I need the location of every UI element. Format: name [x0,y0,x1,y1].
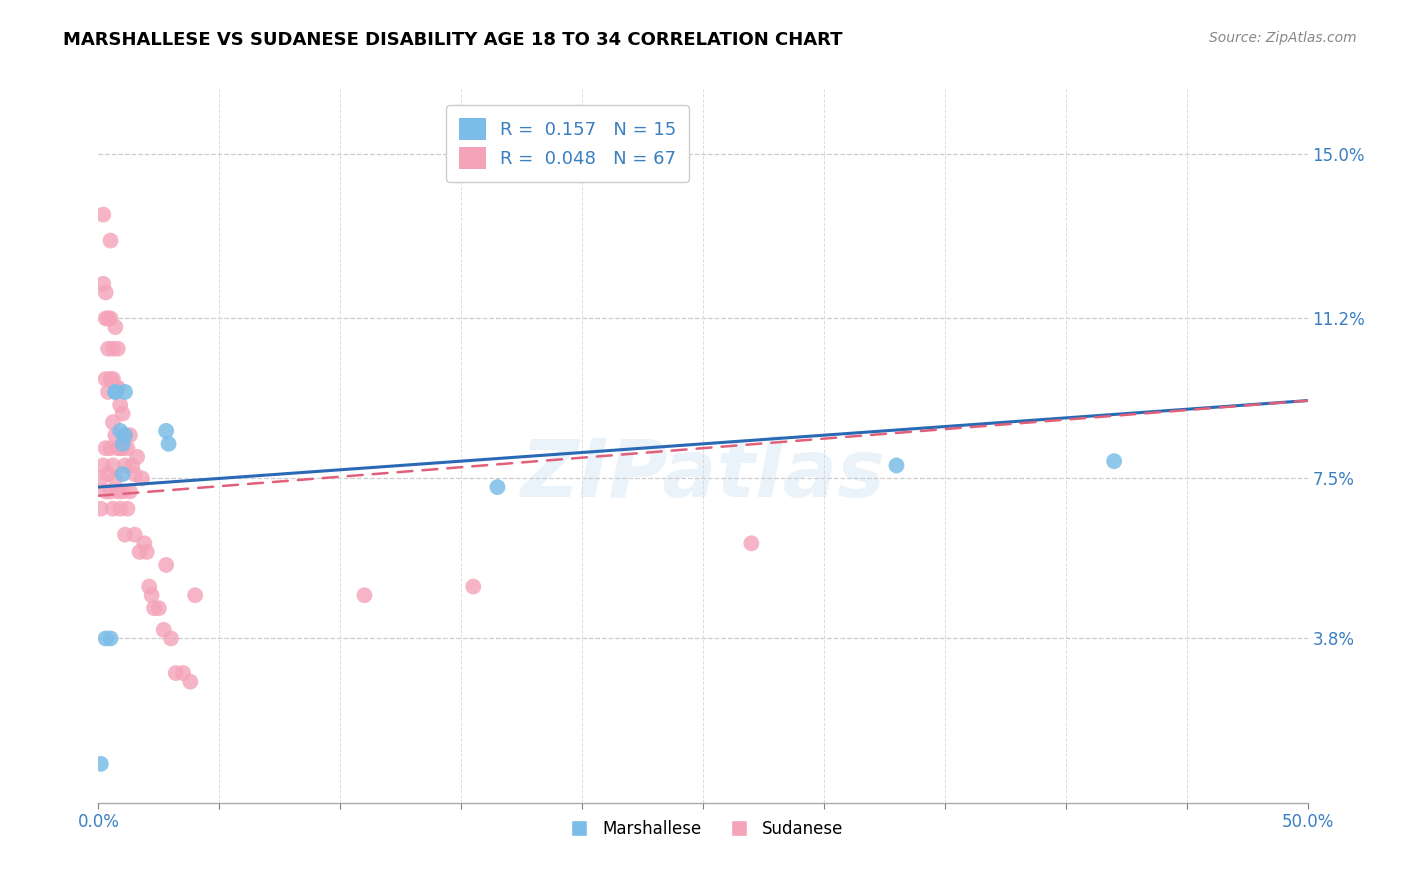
Point [104,428,127,442]
Point [97,384,120,399]
Point [111,484,134,499]
Point [127,450,149,464]
Point [1102,454,1125,468]
Point [121,458,143,473]
Point [101,372,124,386]
Point [94,285,117,300]
Point [94,311,117,326]
Point [111,437,134,451]
Point [100,234,122,248]
Point [155,558,177,572]
Point [101,342,124,356]
Point [114,428,136,442]
Point [118,428,141,442]
Point [165,666,187,681]
Point [101,415,124,429]
Point [107,381,129,395]
Point [114,384,136,399]
Point [91,277,114,291]
Point [97,467,120,482]
Point [124,527,146,541]
Point [108,501,131,516]
Point [100,311,122,326]
Point [486,480,509,494]
Point [114,428,136,442]
Point [886,458,908,473]
Point [100,632,122,646]
Point [90,501,112,516]
Point [740,536,762,550]
Point [101,501,124,516]
Point [91,458,114,473]
Point [179,674,201,689]
Point [100,484,122,499]
Point [90,471,112,485]
Point [108,424,131,438]
Point [104,381,127,395]
Point [128,545,150,559]
Point [101,458,124,473]
Point [131,471,153,485]
Point [104,384,127,399]
Point [463,580,485,594]
Point [94,484,117,499]
Point [148,601,170,615]
Point [138,580,160,594]
Point [155,424,177,438]
Point [353,588,375,602]
Point [160,632,183,646]
Point [100,441,122,455]
Point [111,441,134,455]
Point [184,588,207,602]
Point [111,407,134,421]
Point [91,208,114,222]
Point [124,467,146,482]
Point [141,588,163,602]
Point [152,623,174,637]
Point [97,342,120,356]
Text: Source: ZipAtlas.com: Source: ZipAtlas.com [1209,31,1357,45]
Point [90,756,112,771]
Point [104,471,127,485]
Point [97,311,120,326]
Point [117,501,139,516]
Point [100,372,122,386]
Point [143,601,166,615]
Text: MARSHALLESE VS SUDANESE DISABILITY AGE 18 TO 34 CORRELATION CHART: MARSHALLESE VS SUDANESE DISABILITY AGE 1… [63,31,842,49]
Point [94,632,117,646]
Point [118,484,141,499]
Point [94,372,117,386]
Point [108,398,131,412]
Point [111,467,134,482]
Point [117,441,139,455]
Legend: Marshallese, Sudanese: Marshallese, Sudanese [555,814,851,845]
Point [114,458,136,473]
Point [107,484,129,499]
Point [94,441,117,455]
Point [107,441,129,455]
Point [104,384,127,399]
Text: ZIPatlas: ZIPatlas [520,435,886,514]
Point [107,342,129,356]
Point [135,545,157,559]
Point [134,536,156,550]
Point [104,320,127,334]
Point [108,441,131,455]
Point [172,666,194,681]
Point [114,527,136,541]
Point [157,437,180,451]
